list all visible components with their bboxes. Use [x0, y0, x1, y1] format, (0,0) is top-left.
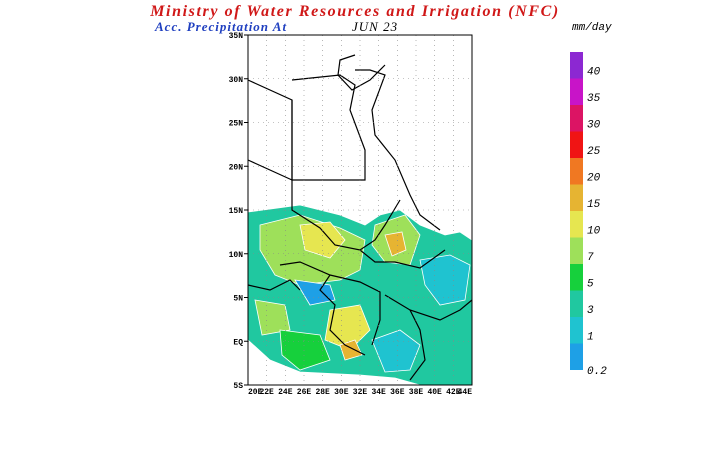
lat-label: 35N	[229, 32, 244, 41]
colorbar-label: 7	[587, 252, 594, 264]
lon-label: 30E	[334, 388, 349, 397]
colorbar-swatch	[570, 317, 583, 344]
colorbar-swatch	[570, 131, 583, 158]
lat-label: 25N	[229, 120, 244, 129]
colorbar-label: 3	[587, 305, 594, 317]
colorbar-swatch	[570, 184, 583, 211]
title: Ministry of Water Resources and Irrigati…	[149, 3, 560, 20]
colorbar-label: 5	[587, 279, 594, 291]
colorbar-label: 15	[587, 199, 601, 211]
grid	[248, 35, 472, 385]
date: JUN 23	[352, 19, 398, 34]
colorbar-swatch	[570, 52, 583, 79]
colorbar-label: 25	[587, 146, 601, 158]
lat-label: 5S	[233, 382, 243, 391]
colorbar-label: 1	[587, 332, 594, 344]
colorbar-swatch	[570, 237, 583, 264]
colorbar-label: 10	[587, 226, 601, 238]
borders	[247, 54, 473, 381]
lon-label: 40E	[427, 388, 442, 397]
lat-label: EQ	[233, 338, 243, 347]
colorbar-label: 30	[587, 120, 601, 132]
subtitle: Acc. Precipitation At	[154, 19, 287, 34]
lat-label: 10N	[229, 251, 244, 260]
lon-label: 36E	[390, 388, 405, 397]
map	[247, 34, 473, 386]
colorbar-label: 40	[587, 67, 601, 79]
lon-label: 28E	[315, 388, 330, 397]
lon-label: 32E	[353, 388, 368, 397]
colorbar-swatch	[570, 78, 583, 105]
colorbar-swatch	[570, 264, 583, 291]
unit-label: mm/day	[572, 22, 612, 34]
lon-label: 26E	[297, 388, 312, 397]
colorbar-swatch	[570, 343, 583, 370]
lat-label: 20N	[229, 163, 244, 172]
colorbar-swatch	[570, 211, 583, 238]
lon-label: 24E	[278, 388, 293, 397]
lon-label: 38E	[409, 388, 424, 397]
lon-label: 42E	[446, 388, 461, 397]
colorbar-label: 0.2	[587, 366, 607, 378]
lon-label: 34E	[371, 388, 386, 397]
lon-label: 20E	[248, 388, 263, 397]
colorbar-label: 35	[587, 93, 601, 105]
lon-label: 22E	[259, 388, 274, 397]
lat-label: 5N	[233, 295, 243, 304]
colorbar-swatch	[570, 105, 583, 132]
colorbar-label: 20	[587, 173, 601, 185]
colorbar-swatch	[570, 290, 583, 317]
lat-label: 30N	[229, 76, 244, 85]
lat-label: 15N	[229, 207, 244, 216]
colorbar-swatch	[570, 158, 583, 185]
lon-label: 44E	[458, 388, 473, 397]
